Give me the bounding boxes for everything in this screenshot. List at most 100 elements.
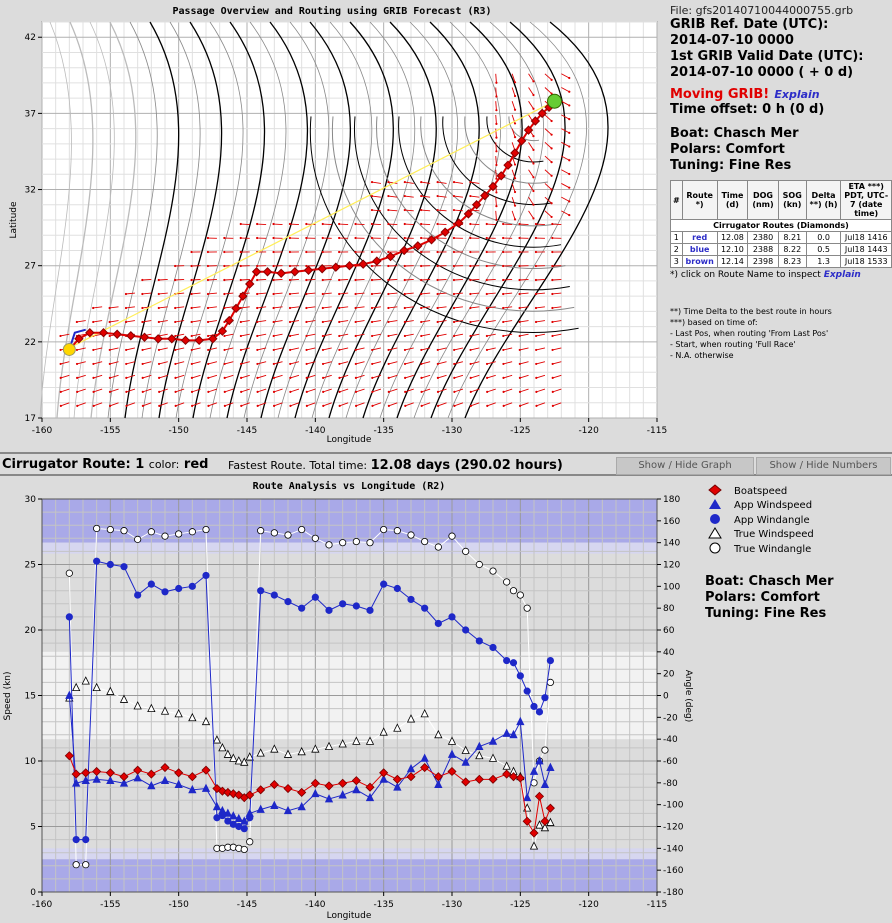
wind-arrow bbox=[126, 388, 136, 393]
wind-arrow-head bbox=[239, 264, 242, 268]
wind-arrow-head bbox=[485, 376, 489, 379]
route-point bbox=[290, 267, 300, 277]
y-tick-label: 27 bbox=[25, 262, 36, 272]
point-true-windangle bbox=[120, 527, 128, 535]
time-offset: Time offset: 0 h (0 d) bbox=[670, 102, 825, 117]
moving-grib-row: Moving GRIB! Explain bbox=[670, 83, 892, 102]
wind-arrow bbox=[503, 306, 513, 309]
point-app-windspeed bbox=[546, 762, 555, 771]
wind-arrow bbox=[486, 320, 496, 323]
wind-arrow-head bbox=[551, 334, 554, 338]
wind-arrow bbox=[470, 181, 480, 184]
wind-arrow-head bbox=[338, 320, 341, 324]
wind-arrow-head bbox=[256, 292, 259, 296]
wind-arrow bbox=[437, 209, 447, 212]
wind-arrow-head bbox=[223, 292, 226, 296]
wind-arrow-head bbox=[469, 362, 472, 366]
wind-arrow-head bbox=[206, 264, 210, 268]
wind-arrow bbox=[142, 361, 152, 365]
wind-arrow bbox=[388, 278, 398, 281]
point-app-windspeed bbox=[245, 808, 254, 817]
point-true-windangle bbox=[352, 537, 360, 546]
wind-arrow bbox=[535, 278, 545, 281]
route-link-brown[interactable]: brown bbox=[681, 255, 718, 268]
point-true-windangle bbox=[448, 532, 456, 540]
wind-arrow bbox=[60, 361, 70, 365]
wind-arrow-head bbox=[485, 222, 488, 226]
wind-arrow-head bbox=[535, 362, 538, 366]
wind-arrow bbox=[437, 361, 447, 365]
wind-arrow-head bbox=[550, 160, 553, 164]
point-true-windangle bbox=[65, 569, 73, 577]
wind-arrow-head bbox=[190, 334, 193, 338]
wind-arrow bbox=[158, 306, 168, 309]
wind-arrow-head bbox=[354, 404, 358, 407]
wind-arrow bbox=[290, 333, 300, 337]
wind-arrow bbox=[355, 292, 365, 295]
explain-link-2[interactable]: Explain bbox=[823, 270, 861, 280]
wind-arrow-head bbox=[568, 104, 571, 107]
wind-arrow-head bbox=[370, 222, 374, 226]
point-app-windspeed bbox=[379, 774, 388, 783]
route-link-red[interactable]: red bbox=[681, 231, 718, 244]
wind-arrow-head bbox=[420, 264, 423, 268]
wind-arrow-head bbox=[532, 107, 535, 110]
wind-arrow-head bbox=[469, 348, 472, 352]
wind-arrow bbox=[437, 320, 447, 323]
route-link-blue[interactable]: blue bbox=[681, 243, 718, 256]
wind-arrow-head bbox=[272, 348, 275, 352]
wind-arrow bbox=[528, 73, 534, 82]
red-diamond-icon bbox=[708, 484, 734, 499]
wind-arrow-head bbox=[206, 278, 210, 282]
wind-arrow-head bbox=[207, 376, 210, 379]
wind-arrow-head bbox=[256, 278, 259, 282]
point-boatspeed bbox=[146, 769, 156, 779]
wind-arrow bbox=[561, 73, 570, 79]
point-true-windspeed bbox=[229, 753, 238, 762]
show-hide-graph-button[interactable]: Show / Hide Graph bbox=[616, 457, 754, 475]
wind-arrow-head bbox=[551, 348, 554, 352]
point-boatspeed bbox=[488, 774, 498, 784]
wind-arrow-head bbox=[321, 362, 325, 366]
wind-arrow bbox=[437, 306, 447, 309]
explain-link-1[interactable]: Explain bbox=[774, 88, 820, 101]
point-app-windspeed bbox=[229, 811, 238, 820]
wind-arrow-head bbox=[354, 306, 357, 310]
wind-arrow-head bbox=[158, 404, 161, 407]
wind-arrow bbox=[240, 306, 250, 309]
isobar bbox=[396, 21, 523, 419]
wind-arrow-head bbox=[550, 174, 553, 177]
wind-arrow-head bbox=[207, 390, 210, 393]
wind-arrow-head bbox=[518, 320, 521, 324]
wind-arrow-head bbox=[370, 334, 374, 338]
wind-arrow-head bbox=[239, 362, 243, 366]
show-hide-numbers-button[interactable]: Show / Hide Numbers bbox=[756, 457, 891, 475]
wind-arrow bbox=[511, 183, 516, 193]
wind-arrow bbox=[511, 128, 516, 138]
wind-arrow bbox=[519, 320, 529, 323]
wind-arrow-head bbox=[436, 180, 439, 184]
wind-arrow-head bbox=[518, 376, 521, 379]
boat-info-2: Boat: Chasch Mer Polars: Comfort Tuning:… bbox=[705, 574, 834, 622]
wind-arrow-head bbox=[532, 135, 535, 138]
wind-arrow-head bbox=[469, 180, 472, 184]
wind-arrow bbox=[289, 278, 299, 281]
wind-arrow bbox=[289, 223, 299, 226]
point-app-windangle bbox=[161, 588, 169, 596]
wind-arrow-head bbox=[452, 334, 456, 338]
wind-arrow bbox=[240, 333, 250, 337]
wind-arrow-head bbox=[518, 334, 521, 338]
wind-arrow-head bbox=[532, 148, 535, 151]
point-true-windspeed bbox=[81, 676, 90, 685]
wind-arrow bbox=[388, 361, 398, 365]
wind-arrow bbox=[142, 320, 152, 323]
wind-arrow bbox=[240, 347, 250, 351]
blue-triangle-icon bbox=[708, 498, 734, 513]
wind-arrow-head bbox=[568, 159, 571, 162]
wind-arrow bbox=[404, 292, 414, 295]
isobar bbox=[508, 116, 540, 142]
route-point bbox=[126, 331, 136, 341]
wind-arrow-head bbox=[469, 264, 472, 268]
wind-arrow bbox=[404, 181, 414, 184]
route-point bbox=[153, 334, 163, 344]
